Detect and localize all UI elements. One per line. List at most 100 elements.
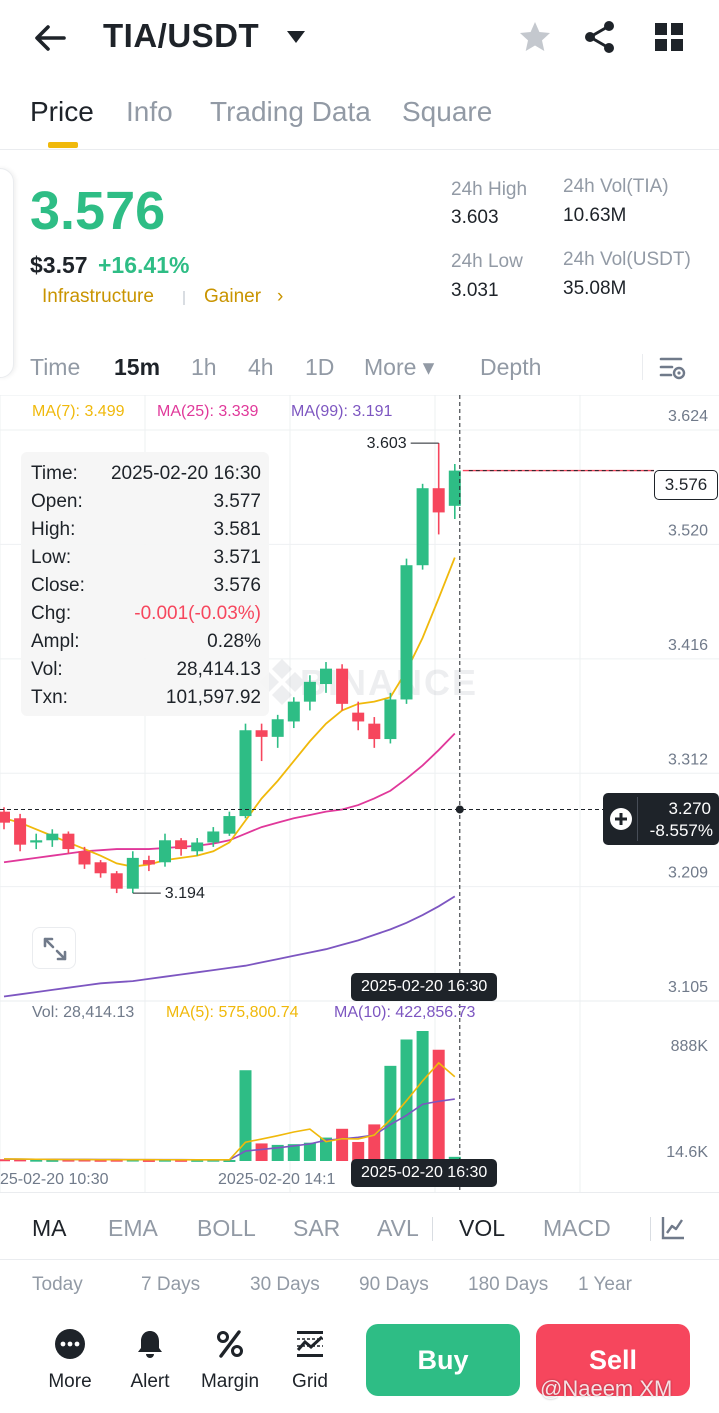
- volume-bar: [175, 1159, 188, 1162]
- grid-trading-icon: [296, 1331, 324, 1357]
- stat-24h-vol-base-label: 24h Vol(TIA): [563, 176, 669, 197]
- ohlc-txn-row: Txn: 101,597.92: [31, 687, 261, 715]
- ohlc-chg: -0.001(-0.03%): [134, 603, 261, 624]
- ohlc-label: Txn:: [31, 687, 68, 708]
- candle-body: [255, 730, 268, 737]
- tab-square[interactable]: Square: [402, 96, 493, 127]
- grid-bot-button[interactable]: Grid: [277, 1326, 343, 1396]
- ohlc-high-row: High: 3.581: [31, 519, 261, 547]
- indicator-ma[interactable]: MA: [32, 1215, 67, 1241]
- candle-body: [94, 862, 107, 874]
- watermark-logo: BINANCE: [259, 659, 476, 705]
- star-icon[interactable]: [517, 19, 553, 55]
- alert-button[interactable]: Alert: [117, 1326, 183, 1396]
- more-button[interactable]: More: [37, 1326, 103, 1396]
- fullscreen-button[interactable]: [32, 927, 76, 969]
- percent-icon: [217, 1330, 243, 1358]
- usd-price: $3.57: [30, 252, 88, 278]
- tab-price[interactable]: Price: [30, 96, 94, 127]
- tag-gainer[interactable]: Gainer: [204, 286, 262, 307]
- indicator-avl[interactable]: AVL: [377, 1215, 419, 1241]
- candle-body: [46, 833, 59, 841]
- crosshair: [0, 395, 603, 1192]
- ma99-legend: MA(99): 3.191: [291, 403, 393, 420]
- volume-bar: [368, 1124, 381, 1161]
- interval-divider: [642, 354, 643, 380]
- tag-divider: [183, 291, 185, 305]
- candle-body: [448, 470, 461, 506]
- crosshair-dot: [455, 805, 464, 814]
- candle-body: [14, 818, 27, 845]
- indicator-divider: [432, 1217, 433, 1241]
- ohlc-label: Open:: [31, 491, 83, 512]
- candle-body: [416, 488, 429, 566]
- interval-4h[interactable]: 4h: [248, 354, 274, 380]
- ohlc-tooltip: Time: 2025-02-20 16:30 Open: 3.577 High: 3.…: [21, 452, 269, 716]
- candle-body: [352, 712, 365, 722]
- ohlc-low-row: Low: 3.571: [31, 547, 261, 575]
- period-7-days[interactable]: 7 Days: [141, 1274, 201, 1295]
- chart-settings-icon[interactable]: [659, 354, 687, 382]
- alert-label: Alert: [130, 1371, 170, 1392]
- volume-bar: [0, 1159, 10, 1162]
- interval-more[interactable]: More ▾: [364, 354, 435, 380]
- time-tick-label: 25-02-20 10:30: [0, 1171, 109, 1188]
- indicator-settings-icon[interactable]: [660, 1215, 686, 1241]
- indicator-sar[interactable]: SAR: [293, 1215, 341, 1241]
- current-price-tag: 3.576: [654, 470, 718, 500]
- ohlc-low: 3.571: [213, 547, 261, 568]
- stat-24h-vol-quote-label: 24h Vol(USDT): [563, 249, 691, 270]
- indicator-tabs: MA EMA BOLL SAR AVL VOL MACD: [0, 1192, 719, 1260]
- tab-trading-data[interactable]: Trading Data: [210, 96, 371, 127]
- ohlc-close-row: Close: 3.576: [31, 575, 261, 603]
- ohlc-chg-row: Chg: -0.001(-0.03%): [31, 603, 261, 631]
- tag-divider: [637, 797, 638, 841]
- volume-bar: [320, 1137, 332, 1161]
- crosshair-price-tag[interactable]: 3.270 -8.557%: [603, 793, 719, 845]
- period-today[interactable]: Today: [32, 1274, 83, 1295]
- volume-bar: [191, 1159, 204, 1162]
- price-axis: 3.624 3.520 3.416 3.312 3.209 3.105 3.603 3.194…: [0, 408, 708, 1188]
- active-tab-indicator: [48, 142, 78, 148]
- grid-label: Grid: [292, 1371, 328, 1392]
- period-30-days[interactable]: 30 Days: [250, 1274, 320, 1295]
- period-180-days[interactable]: 180 Days: [468, 1274, 549, 1295]
- indicator-ema[interactable]: EMA: [108, 1215, 158, 1241]
- indicator-boll[interactable]: BOLL: [197, 1215, 256, 1241]
- share-icon[interactable]: [582, 19, 618, 55]
- ma7-line: [3, 557, 456, 868]
- chevron-right-icon[interactable]: ›: [277, 286, 284, 307]
- ma25-legend: MA(25): 3.339: [157, 403, 259, 420]
- pair-title[interactable]: TIA/USDT: [103, 17, 260, 54]
- tab-info[interactable]: Info: [126, 96, 173, 127]
- crosshair-time-tag: 2025-02-20 16:30: [351, 973, 498, 1001]
- interval-depth[interactable]: Depth: [480, 354, 542, 380]
- ohlc-label: Time:: [31, 463, 78, 484]
- ohlc-open-row: Open: 3.577: [31, 491, 261, 519]
- period-1-year[interactable]: 1 Year: [578, 1274, 632, 1295]
- indicator-vol[interactable]: VOL: [459, 1215, 506, 1241]
- caret-down-icon[interactable]: [286, 30, 306, 44]
- margin-button[interactable]: Margin: [197, 1326, 263, 1396]
- buy-button[interactable]: Buy: [366, 1324, 520, 1396]
- interval-15m[interactable]: 15m: [114, 354, 161, 380]
- candle-body: [159, 840, 171, 863]
- ohlc-vol: 28,414.13: [176, 659, 261, 680]
- side-card-edge[interactable]: [0, 168, 14, 378]
- candle-body: [303, 681, 316, 702]
- interval-1h[interactable]: 1h: [191, 354, 217, 380]
- volume-bar: [78, 1159, 91, 1162]
- grid-icon[interactable]: [653, 21, 685, 53]
- interval-time[interactable]: Time: [30, 354, 81, 380]
- tag-infrastructure[interactable]: Infrastructure: [42, 286, 154, 307]
- sell-button[interactable]: Sell: [536, 1324, 690, 1396]
- indicator-divider: [650, 1217, 651, 1241]
- volume-bar: [46, 1159, 59, 1162]
- back-arrow-icon[interactable]: [30, 20, 70, 56]
- period-90-days[interactable]: 90 Days: [359, 1274, 429, 1295]
- ohlc-high: 3.581: [213, 519, 261, 540]
- indicator-macd[interactable]: MACD: [543, 1215, 611, 1241]
- interval-1d[interactable]: 1D: [305, 354, 335, 380]
- plus-circle-icon[interactable]: [609, 807, 633, 831]
- volume-tick-label: 14.6K: [666, 1144, 708, 1161]
